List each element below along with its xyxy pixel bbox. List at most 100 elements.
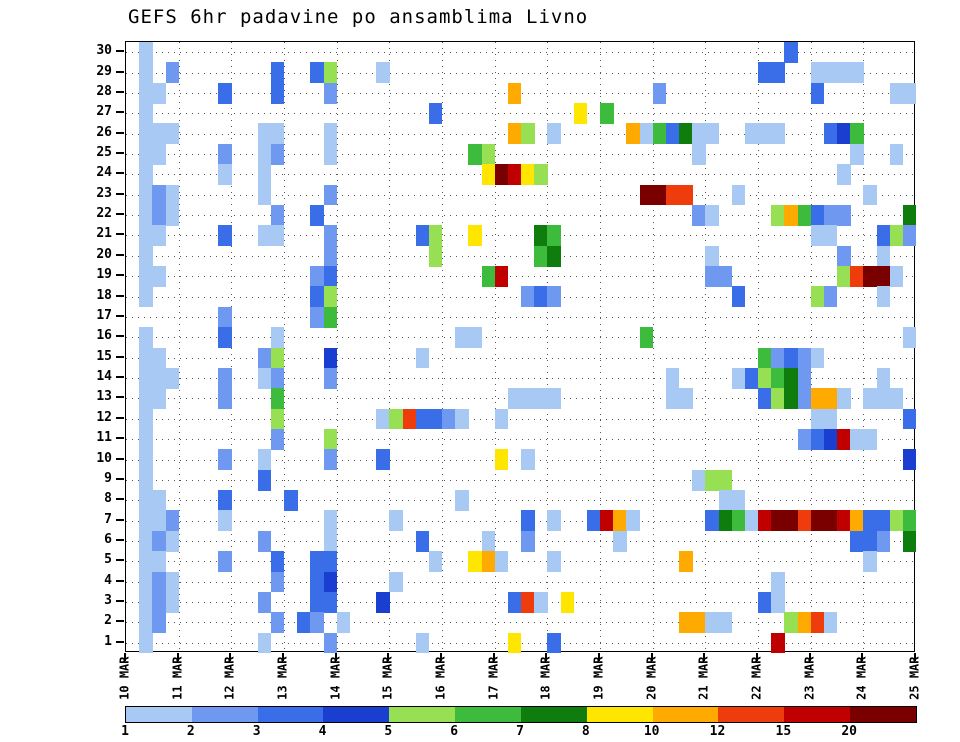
heatmap-cell bbox=[547, 632, 561, 654]
heatmap-cell bbox=[705, 266, 719, 287]
heatmap-cell bbox=[152, 123, 166, 145]
gridline-v bbox=[178, 42, 180, 651]
heatmap-cell bbox=[507, 164, 522, 186]
heatmap-cell bbox=[692, 612, 706, 634]
gridline-v bbox=[231, 42, 233, 651]
gridline-h bbox=[126, 296, 914, 298]
y-tick-label: 27 bbox=[96, 104, 112, 120]
heatmap-cell bbox=[758, 367, 772, 389]
heatmap-cell bbox=[323, 591, 338, 613]
heatmap-cell bbox=[797, 428, 812, 450]
heatmap-cell bbox=[718, 469, 733, 491]
colorbar-tick-label: 10 bbox=[643, 724, 660, 739]
heatmap-cell bbox=[468, 551, 482, 573]
gridline-h bbox=[126, 215, 914, 217]
gridline-h bbox=[126, 581, 914, 583]
heatmap-cell bbox=[784, 612, 798, 634]
x-axis-tick bbox=[756, 653, 758, 661]
y-axis-tick bbox=[116, 498, 124, 501]
heatmap-cell bbox=[257, 143, 272, 165]
heatmap-cell bbox=[165, 204, 180, 226]
x-axis-tick bbox=[124, 653, 126, 661]
y-tick-label: 29 bbox=[96, 63, 112, 79]
heatmap-cell bbox=[758, 347, 772, 369]
heatmap-cell bbox=[494, 551, 509, 573]
heatmap-cell bbox=[152, 266, 166, 287]
heatmap-cell bbox=[139, 103, 153, 124]
heatmap-cell bbox=[797, 367, 812, 389]
y-tick-label: 30 bbox=[96, 43, 112, 59]
heatmap-cell bbox=[784, 204, 798, 226]
heatmap-cell bbox=[784, 367, 798, 389]
gridline-v bbox=[652, 42, 654, 651]
y-axis-tick bbox=[116, 437, 124, 440]
colorbar-tick-label: 6 bbox=[450, 724, 459, 739]
heatmap-cell bbox=[257, 225, 272, 247]
heatmap-cell bbox=[481, 551, 496, 573]
heatmap-cell bbox=[692, 123, 706, 145]
heatmap-cell bbox=[468, 143, 482, 165]
heatmap-cell bbox=[876, 530, 891, 552]
gridline-h bbox=[126, 561, 914, 563]
heatmap-cell bbox=[139, 449, 153, 471]
y-axis-tick bbox=[116, 416, 124, 419]
y-tick-label: 1 bbox=[104, 633, 112, 649]
y-tick-label: 20 bbox=[96, 246, 112, 262]
heatmap-cell bbox=[494, 408, 509, 430]
heatmap-cell bbox=[139, 164, 153, 186]
heatmap-cell bbox=[889, 82, 904, 104]
colorbar-segment bbox=[784, 707, 851, 722]
y-axis-tick bbox=[116, 192, 124, 195]
heatmap-cell bbox=[560, 591, 575, 613]
y-axis-tick bbox=[116, 355, 124, 358]
gridline-v bbox=[810, 42, 812, 651]
gridline-h bbox=[126, 235, 914, 237]
heatmap-cell bbox=[784, 510, 798, 532]
heatmap-cell bbox=[731, 184, 746, 206]
heatmap-cell bbox=[165, 367, 180, 389]
heatmap-cell bbox=[837, 510, 851, 532]
heatmap-cell bbox=[323, 551, 338, 573]
heatmap-cell bbox=[679, 123, 693, 145]
y-axis-tick bbox=[116, 213, 124, 216]
heatmap-cell bbox=[139, 428, 153, 450]
heatmap-cell bbox=[270, 612, 285, 634]
colorbar-tick-label: 1 bbox=[121, 724, 129, 739]
heatmap-cell bbox=[823, 510, 838, 532]
heatmap-cell bbox=[218, 225, 232, 247]
heatmap-cell bbox=[323, 428, 338, 450]
y-tick-label: 8 bbox=[104, 491, 112, 507]
heatmap-cell bbox=[152, 510, 166, 532]
heatmap-cell bbox=[376, 62, 390, 84]
y-tick-label: 10 bbox=[96, 450, 112, 466]
y-axis-tick bbox=[116, 152, 124, 155]
heatmap-cell bbox=[810, 510, 825, 532]
heatmap-cell bbox=[600, 510, 614, 532]
heatmap-cell bbox=[257, 469, 272, 491]
heatmap-cell bbox=[310, 204, 324, 226]
colorbar-segment bbox=[586, 707, 653, 722]
heatmap-cell bbox=[837, 123, 851, 145]
heatmap-cell bbox=[376, 591, 390, 613]
heatmap-cell bbox=[547, 388, 561, 410]
x-axis-tick bbox=[545, 653, 548, 661]
heatmap-cell bbox=[270, 551, 285, 573]
heatmap-cell bbox=[771, 347, 785, 369]
y-tick-label: 17 bbox=[96, 307, 112, 323]
heatmap-cell bbox=[692, 469, 706, 491]
heatmap-cell bbox=[837, 62, 851, 84]
heatmap-cell bbox=[152, 184, 166, 206]
heatmap-cell bbox=[415, 225, 430, 247]
colorbar-tick-label: 7 bbox=[516, 724, 524, 739]
heatmap-cell bbox=[876, 245, 891, 267]
colorbar-segment bbox=[850, 707, 916, 722]
x-axis-tick bbox=[387, 653, 390, 661]
heatmap-cell bbox=[837, 204, 851, 226]
heatmap-cell bbox=[257, 632, 272, 654]
heatmap-cell bbox=[284, 490, 298, 511]
heatmap-cell bbox=[889, 266, 904, 287]
heatmap-cell bbox=[139, 123, 153, 145]
y-axis-tick bbox=[116, 111, 124, 114]
heatmap-cell bbox=[613, 510, 627, 532]
heatmap-cell bbox=[797, 510, 812, 532]
